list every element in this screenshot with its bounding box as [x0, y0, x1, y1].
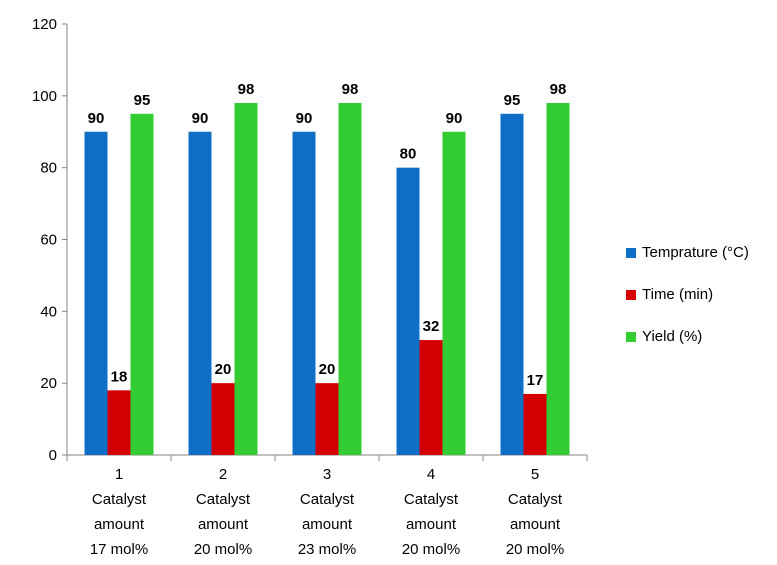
x-category-label-line: 20 mol%: [402, 541, 460, 558]
y-tick-label: 20: [40, 375, 57, 392]
bar: [188, 131, 212, 455]
x-category-label-line: 17 mol%: [90, 541, 148, 558]
bar: [130, 113, 154, 456]
x-category-label: 2 Catalyst amount 20 mol%: [194, 466, 252, 558]
legend-label-time: Time (min): [642, 286, 714, 303]
x-category-label-line: Catalyst: [300, 491, 355, 508]
x-category-label-line: amount: [406, 516, 457, 533]
data-label: 98: [238, 81, 255, 98]
legend-label-yield: Yield (%): [642, 328, 703, 345]
y-tick-label: 100: [32, 88, 57, 105]
bar: [84, 131, 108, 455]
legend-item-time: Time (min): [626, 285, 749, 304]
legend-swatch-yield: [626, 331, 636, 342]
data-label: 32: [423, 318, 440, 335]
x-axis: 1 Catalyst amount 17 mol% 2 Catalyst amount 20 …: [66, 454, 588, 558]
data-label: 20: [319, 361, 336, 378]
y-tick-label: 0: [49, 447, 57, 464]
y-tick-label: 40: [40, 303, 57, 320]
y-axis: 0 20 40 60 80 100 120: [32, 16, 68, 464]
x-category-label-line: 2: [219, 466, 227, 483]
x-category-label-line: amount: [302, 516, 353, 533]
data-label: 98: [550, 81, 567, 98]
x-category-label-line: Catalyst: [92, 491, 147, 508]
data-label: 98: [342, 81, 359, 98]
data-label: 95: [134, 92, 151, 109]
bar: [338, 103, 362, 456]
x-category-label-line: 23 mol%: [298, 541, 356, 558]
x-category-label-line: 20 mol%: [194, 541, 252, 558]
x-category-label-line: Catalyst: [196, 491, 251, 508]
bar: [523, 393, 547, 455]
x-category-label-line: amount: [94, 516, 145, 533]
data-label: 90: [296, 110, 313, 127]
data-label: 90: [446, 110, 463, 127]
bar: [442, 131, 466, 455]
data-label: 18: [111, 368, 128, 385]
x-category-label-line: 5: [531, 466, 539, 483]
x-category-label-line: amount: [510, 516, 561, 533]
x-category-label-line: 20 mol%: [506, 541, 564, 558]
data-labels: 90 90 90 80 95 18 20 20 32 17 95 98 98 90 98: [88, 81, 567, 389]
legend-item-temperature: Temprature (°C): [626, 243, 749, 262]
y-tick-label: 120: [32, 16, 57, 33]
x-category-label-line: 4: [427, 466, 435, 483]
bar: [546, 103, 570, 456]
x-category-label-line: Catalyst: [404, 491, 459, 508]
x-category-label: 3 Catalyst amount 23 mol%: [298, 466, 356, 558]
bar: [315, 383, 339, 455]
data-label: 90: [88, 110, 105, 127]
legend-label-temperature: Temprature (°C): [642, 244, 749, 261]
legend-swatch-time: [626, 289, 636, 300]
bar: [292, 131, 316, 455]
x-category-label: 5 Catalyst amount 20 mol%: [506, 466, 564, 558]
bars: [84, 103, 570, 456]
legend: Temprature (°C) Time (min) Yield (%): [626, 243, 749, 369]
bar: [107, 390, 131, 455]
data-label: 80: [400, 146, 417, 163]
bar: [419, 340, 443, 455]
y-tick-label: 60: [40, 232, 57, 249]
bar: [500, 113, 524, 456]
x-category-label: 1 Catalyst amount 17 mol%: [90, 466, 148, 558]
x-category-label: 4 Catalyst amount 20 mol%: [402, 466, 460, 558]
data-label: 20: [215, 361, 232, 378]
x-category-label-line: 3: [323, 466, 331, 483]
y-tick-label: 80: [40, 160, 57, 177]
x-category-label-line: 1: [115, 466, 123, 483]
bar: [234, 103, 258, 456]
x-category-label-line: Catalyst: [508, 491, 563, 508]
x-category-label-line: amount: [198, 516, 249, 533]
legend-swatch-temperature: [626, 247, 636, 258]
data-label: 95: [504, 92, 521, 109]
bar: [211, 383, 235, 455]
data-label: 17: [527, 372, 544, 389]
bar: [396, 167, 420, 455]
data-label: 90: [192, 110, 209, 127]
legend-item-yield: Yield (%): [626, 327, 749, 346]
